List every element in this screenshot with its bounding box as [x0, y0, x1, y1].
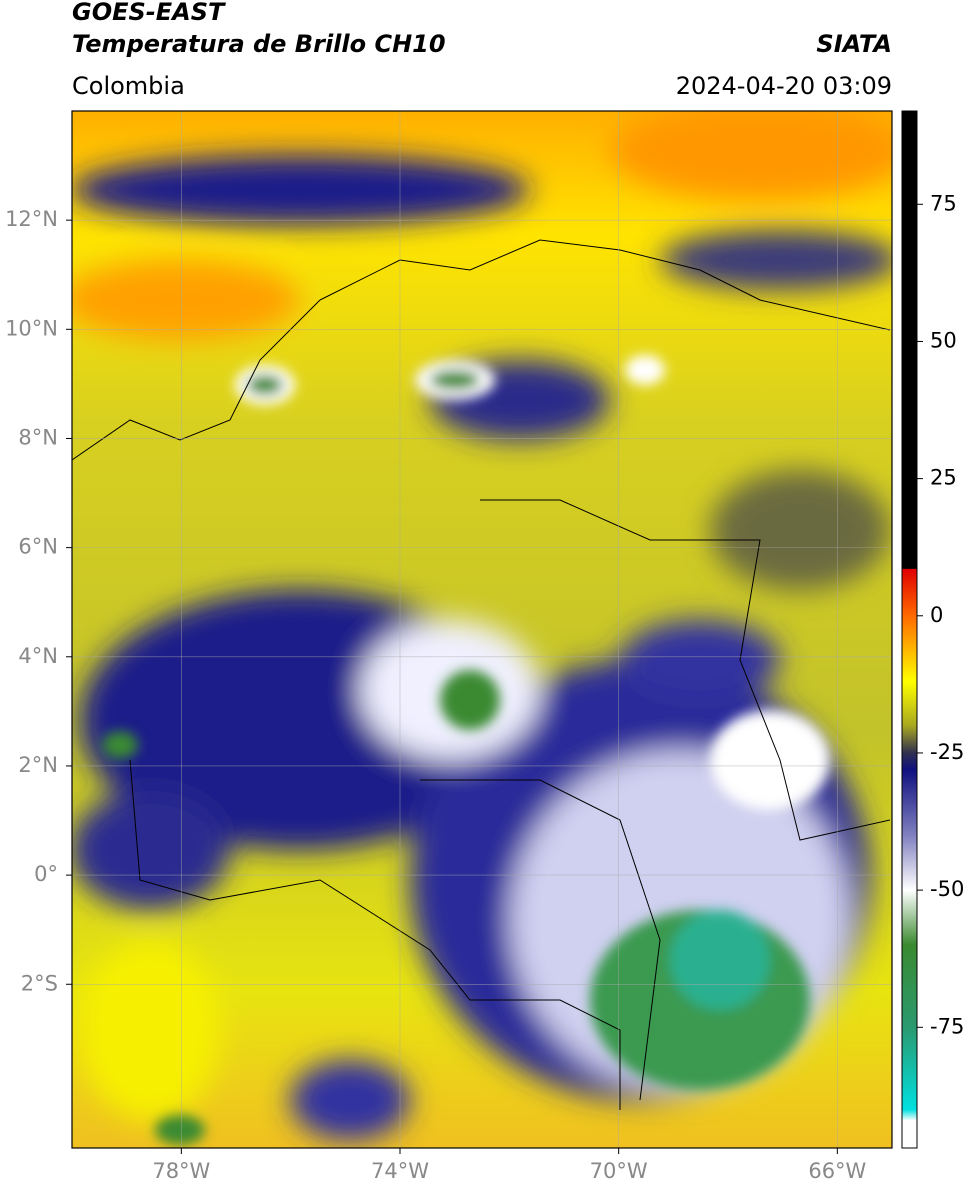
subtitle: Temperatura de Brillo CH10 — [72, 30, 446, 58]
y-tick-label: 2°N — [18, 753, 58, 777]
x-tick-label: 70°W — [590, 1159, 648, 1183]
map-frame — [71, 110, 893, 1149]
satellite-image — [72, 111, 892, 1148]
y-tick-label: 10°N — [5, 316, 58, 340]
source: SIATA — [816, 30, 892, 58]
y-tick-label: 8°N — [18, 425, 58, 449]
colorbar-tick-label: 25 — [930, 466, 957, 490]
colorbar-tick-label: -75 — [930, 1014, 964, 1038]
colorbar — [901, 110, 918, 1149]
x-tick-label: 74°W — [371, 1159, 429, 1183]
colorbar-tick-label: -25 — [930, 740, 964, 764]
y-tick-label: 6°N — [18, 535, 58, 559]
y-tick-label: 4°N — [18, 644, 58, 668]
colorbar-tick-label: 0 — [930, 603, 943, 627]
colorbar-tick-label: -50 — [930, 877, 964, 901]
y-tick-label: 12°N — [5, 207, 58, 231]
timestamp: 2024-04-20 03:09 — [676, 72, 892, 100]
region: Colombia — [72, 72, 185, 100]
colorbar-tick-label: 75 — [930, 191, 957, 215]
x-tick-label: 78°W — [152, 1159, 210, 1183]
colorbar-tick-label: 50 — [930, 328, 957, 352]
y-tick-label: 0° — [34, 862, 58, 886]
y-tick-label: 2°S — [21, 971, 58, 995]
title: GOES-EAST — [72, 0, 226, 26]
x-tick-label: 66°W — [808, 1159, 866, 1183]
